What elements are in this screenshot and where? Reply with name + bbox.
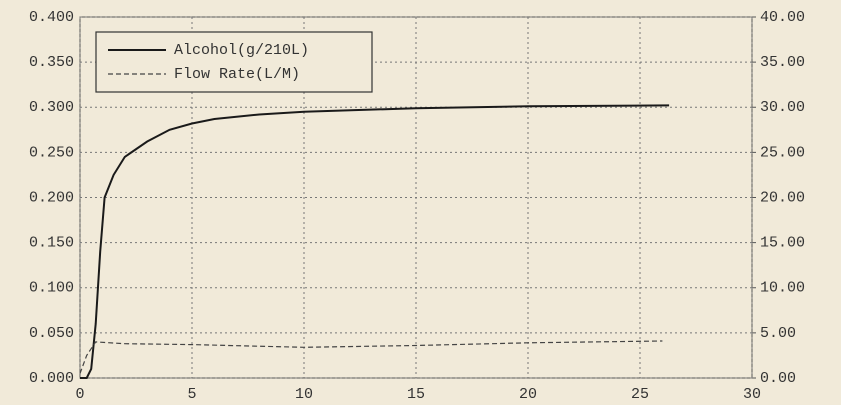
x-tick-label: 5 xyxy=(187,386,196,403)
y-tick-label: 0.200 xyxy=(29,189,74,206)
y2-tick-label: 30.00 xyxy=(760,99,805,116)
y2-tick-label: 5.00 xyxy=(760,325,796,342)
legend-label: Flow Rate(L/M) xyxy=(174,66,300,83)
y-tick-label: 0.000 xyxy=(29,370,74,387)
y-tick-label: 0.150 xyxy=(29,235,74,252)
y2-tick-label: 20.00 xyxy=(760,189,805,206)
y-tick-label: 0.350 xyxy=(29,54,74,71)
y2-tick-label: 35.00 xyxy=(760,54,805,71)
y2-tick-label: 40.00 xyxy=(760,9,805,26)
y2-tick-label: 25.00 xyxy=(760,144,805,161)
y-tick-label: 0.100 xyxy=(29,280,74,297)
x-tick-label: 30 xyxy=(743,386,761,403)
x-tick-label: 20 xyxy=(519,386,537,403)
y2-tick-label: 10.00 xyxy=(760,280,805,297)
y-tick-label: 0.400 xyxy=(29,9,74,26)
line-series xyxy=(80,104,670,379)
legend-label: Alcohol(g/210L) xyxy=(174,42,309,59)
x-tick-label: 10 xyxy=(295,386,313,403)
line-series xyxy=(79,340,663,374)
legend-box xyxy=(95,31,373,93)
x-tick-label: 15 xyxy=(407,386,425,403)
y2-tick-label: 15.00 xyxy=(760,235,805,252)
y2-tick-label: 0.00 xyxy=(760,370,796,387)
x-tick-label: 25 xyxy=(631,386,649,403)
y-tick-label: 0.250 xyxy=(29,144,74,161)
x-tick-label: 0 xyxy=(75,386,84,403)
y-tick-label: 0.300 xyxy=(29,99,74,116)
y-tick-label: 0.050 xyxy=(29,325,74,342)
